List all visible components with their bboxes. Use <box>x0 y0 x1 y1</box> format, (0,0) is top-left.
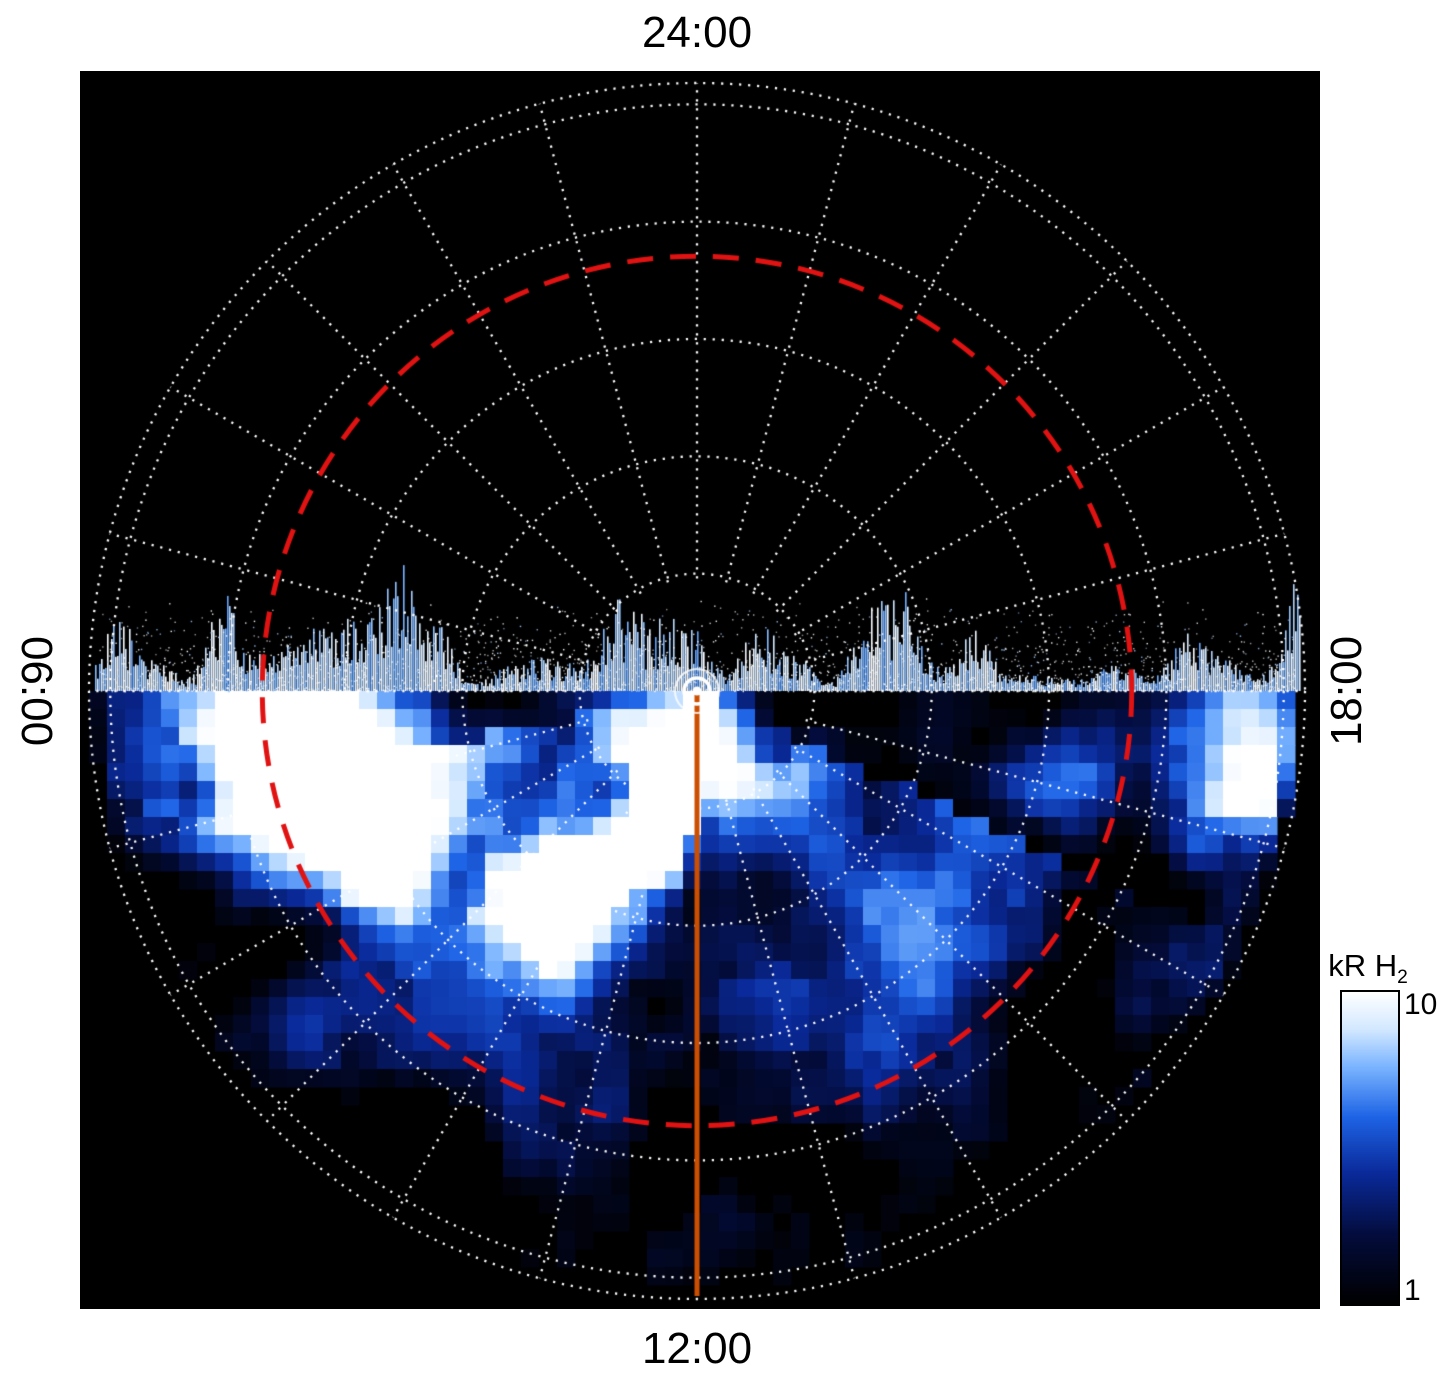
angular-label-1200: 12:00 <box>641 1324 753 1373</box>
angular-label-2400: 24:00 <box>641 8 753 57</box>
polar-plot-canvas <box>80 71 1320 1309</box>
colorbar-title-main: kR H <box>1328 948 1398 983</box>
angular-label-1800: 18:00 <box>1322 635 1371 747</box>
colorbar-title: kR H2 <box>1328 948 1408 989</box>
colorbar-title-sub: 2 <box>1397 967 1408 989</box>
colorbar-tick-max: 10 <box>1404 988 1438 1021</box>
angular-label-0600: 06:00 <box>12 635 61 747</box>
colorbar-gradient <box>1340 990 1400 1306</box>
colorbar-tick-min: 1 <box>1404 1274 1421 1307</box>
